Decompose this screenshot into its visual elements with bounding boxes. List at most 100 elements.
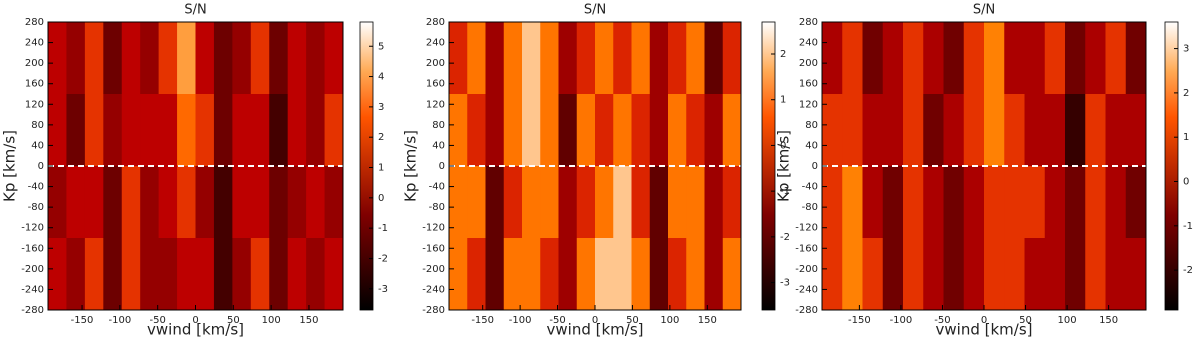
heat-cell: [595, 166, 614, 239]
y-tick-label: -120: [795, 223, 818, 234]
heat-cell: [66, 94, 86, 167]
heat-cell: [558, 94, 578, 167]
heat-cell: [140, 22, 160, 95]
heat-cell: [668, 166, 687, 239]
heat-cell: [287, 94, 307, 167]
heat-cell: [963, 94, 985, 167]
x-axis-label: vwind [km/s]: [547, 321, 644, 339]
heat-cell: [306, 22, 326, 95]
heat-cell: [649, 94, 669, 167]
heat-cell: [1044, 238, 1066, 311]
heat-cell: [522, 238, 541, 311]
heat-cell: [177, 94, 196, 167]
heat-cell: [903, 166, 924, 239]
heat-cell: [613, 22, 632, 95]
heat-cell: [903, 22, 924, 95]
heat-cell: [503, 166, 523, 239]
colorbar-tick-label: 0: [1183, 177, 1189, 188]
x-tick-label: -100: [509, 315, 532, 326]
heat-cell: [485, 22, 505, 95]
x-tick-label: 150: [299, 315, 318, 326]
heat-cell: [613, 238, 632, 311]
panel: -150 -100 -50 0 50 100 150-280-240-200-160-120…: [775, 3, 1193, 339]
colorbar-tick-label: 1: [378, 163, 384, 174]
heat-cell: [822, 94, 843, 167]
heat-cell: [595, 238, 614, 311]
heat-cell: [668, 22, 687, 95]
heat-cell: [177, 238, 196, 311]
heat-cell: [195, 238, 215, 311]
heat-cell: [158, 94, 178, 167]
colorbar-tick-label: 2: [1183, 88, 1189, 99]
heat-cell: [250, 238, 270, 311]
heat-cell: [213, 22, 233, 95]
x-tick-label: 150: [698, 315, 717, 326]
heat-cell: [66, 166, 86, 239]
heat-cell: [1085, 166, 1106, 239]
x-tick-label: 100: [660, 315, 679, 326]
heat-cell: [1125, 22, 1147, 95]
colorbar-tick-label: -1: [780, 186, 790, 197]
y-tick-label: 80: [31, 120, 44, 131]
heat-cell: [250, 166, 270, 239]
heat-cell: [324, 238, 344, 311]
heat-cell: [862, 22, 884, 95]
heat-cell: [485, 238, 505, 311]
heat-cell: [1024, 22, 1046, 95]
heat-cell: [923, 238, 944, 311]
heat-cell: [103, 94, 123, 167]
heat-cell: [103, 238, 123, 311]
heat-cell: [686, 94, 705, 167]
x-tick-label: -50: [549, 315, 565, 326]
colorbar-tick-label: -1: [378, 223, 388, 234]
y-tick-label: -120: [21, 223, 44, 234]
y-tick-label: -240: [21, 284, 44, 295]
heat-cell: [576, 238, 596, 311]
y-tick-label: 120: [25, 99, 44, 110]
heat-cell: [195, 22, 215, 95]
heat-cell: [232, 166, 252, 239]
heat-cell: [540, 238, 559, 311]
heat-cell: [722, 238, 742, 311]
heat-cell: [963, 22, 985, 95]
heat-cell: [158, 22, 178, 95]
heat-cell: [103, 22, 123, 95]
heat-cell: [576, 166, 596, 239]
heat-cell: [842, 94, 863, 167]
heat-cell: [287, 166, 307, 239]
y-tick-label: 200: [799, 58, 818, 69]
x-tick-label: 50: [1019, 315, 1032, 326]
heat-cell: [631, 238, 651, 311]
heat-cell: [177, 22, 196, 95]
heat-cell: [1065, 22, 1086, 95]
heat-cell: [862, 166, 884, 239]
heat-cell: [984, 238, 1005, 311]
colorbar-tick-label: -2: [378, 253, 388, 264]
panel: -150 -100 -50 0 50 100 150-280-240-200-160-120…: [1, 3, 388, 339]
heat-cell: [882, 166, 904, 239]
x-tick-label: -50: [150, 315, 166, 326]
heat-cell: [158, 166, 178, 239]
heat-cell: [722, 22, 742, 95]
y-tick-label: 160: [426, 79, 445, 90]
heat-cell: [121, 22, 141, 95]
heat-cell: [66, 22, 86, 95]
y-tick-label: 120: [426, 99, 445, 110]
heat-cell: [540, 166, 559, 239]
heat-cell: [1125, 238, 1147, 311]
heat-cell: [467, 238, 486, 311]
heat-cell: [449, 94, 468, 167]
colorbar-tick-label: -3: [780, 278, 790, 289]
y-tick-label: 200: [426, 58, 445, 69]
heat-cell: [631, 94, 651, 167]
heat-cell: [232, 22, 252, 95]
y-tick-label: 240: [799, 38, 818, 49]
heat-cell: [842, 238, 863, 311]
heat-cell: [269, 94, 289, 167]
colorbar-tick-label: 1: [1183, 132, 1189, 143]
heat-cell: [822, 166, 843, 239]
heat-cell: [485, 94, 505, 167]
heat-cell: [943, 238, 965, 311]
x-tick-label: -150: [71, 315, 94, 326]
heat-cell: [1004, 166, 1025, 239]
